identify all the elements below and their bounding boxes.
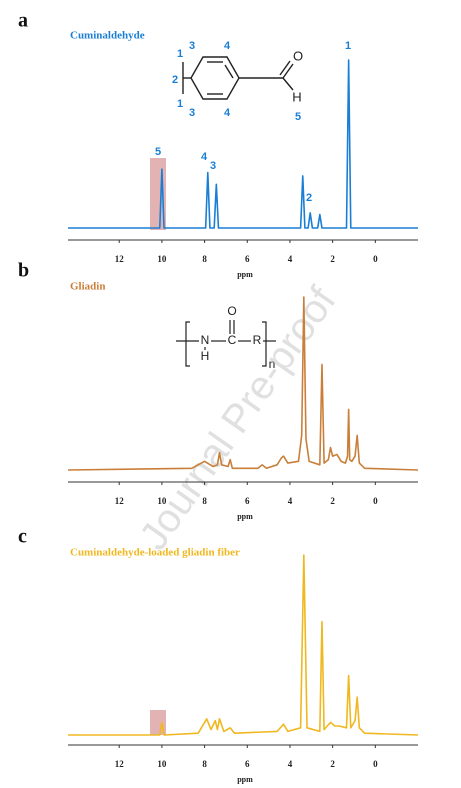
x-tick-label: 8: [202, 496, 207, 506]
panel-label: a: [18, 10, 28, 32]
spectrum: [68, 59, 418, 229]
structure-label: C: [228, 333, 237, 347]
structure-label: H: [201, 349, 210, 363]
peak-label: 3: [210, 160, 216, 172]
x-tick-label: 4: [288, 759, 293, 769]
structure-label: 3: [189, 40, 195, 52]
structure-label: 4: [224, 40, 231, 52]
x-tick-label: 12: [115, 496, 125, 506]
structure-label: 2: [172, 74, 178, 86]
structure-label: R: [253, 333, 262, 347]
peak-label: 1: [345, 40, 351, 52]
x-tick-label: 2: [330, 496, 335, 506]
x-tick-label: 12: [115, 254, 125, 264]
structure-label: 1: [177, 98, 183, 110]
structure-label: 5: [295, 111, 301, 123]
x-tick-label: 10: [157, 759, 167, 769]
panel-label: b: [18, 260, 29, 282]
structure-a: [182, 56, 294, 100]
x-tick-label: 4: [288, 496, 293, 506]
panel-label: c: [18, 526, 27, 548]
x-tick-label: 8: [202, 254, 207, 264]
x-tick-label: 6: [245, 496, 250, 506]
structure-label: O: [293, 48, 303, 63]
structure-label: N: [201, 333, 210, 347]
x-axis-label: ppm: [237, 775, 253, 784]
peak-label: 2: [306, 192, 312, 204]
peak-label: 5: [155, 146, 161, 158]
x-tick-label: 10: [157, 254, 167, 264]
peak-label: 4: [201, 151, 208, 163]
structure-label: H: [292, 89, 301, 104]
spectrum: [67, 296, 419, 471]
x-tick-label: 6: [245, 254, 250, 264]
x-axis-label: ppm: [237, 512, 253, 521]
structure-label: 4: [224, 107, 231, 119]
panel-title: Cuminaldehyde: [70, 30, 145, 42]
structure-label: O: [227, 304, 236, 318]
x-tick-label: 8: [202, 759, 207, 769]
x-axis-label: ppm: [237, 270, 253, 279]
structure-b: [176, 320, 276, 367]
x-tick-label: 6: [245, 759, 250, 769]
structure-label: 3: [189, 107, 195, 119]
x-tick-label: 0: [373, 759, 378, 769]
panel-title: Cuminaldehyde-loaded gliadin fiber: [70, 547, 240, 559]
x-tick-label: 2: [330, 254, 335, 264]
highlight: [150, 710, 166, 735]
x-tick-label: 0: [373, 254, 378, 264]
x-tick-label: 0: [373, 496, 378, 506]
panel-title: Gliadin: [70, 281, 105, 293]
structure-label: n: [269, 357, 276, 371]
x-tick-label: 2: [330, 759, 335, 769]
spectrum: [68, 554, 419, 736]
x-tick-label: 12: [115, 759, 125, 769]
x-tick-label: 4: [288, 254, 293, 264]
structure-label: 1: [177, 48, 183, 60]
x-tick-label: 10: [157, 496, 167, 506]
